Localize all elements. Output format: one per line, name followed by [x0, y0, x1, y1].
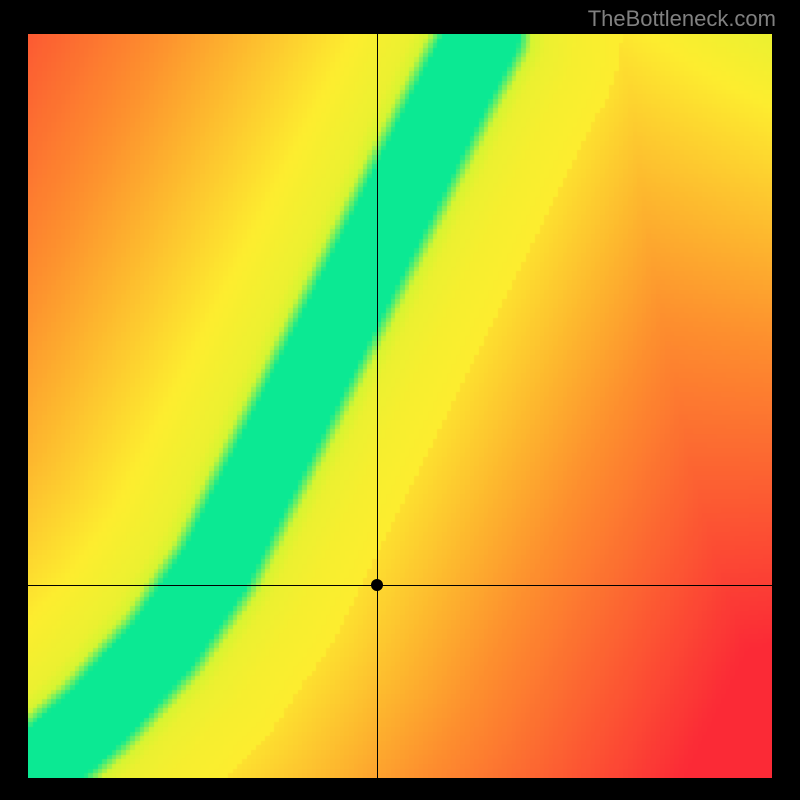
heatmap-canvas: [28, 34, 772, 778]
watermark-text: TheBottleneck.com: [588, 6, 776, 32]
crosshair-vertical: [377, 34, 378, 778]
crosshair-horizontal: [28, 585, 772, 586]
heatmap-plot: [28, 34, 772, 778]
crosshair-marker: [371, 579, 383, 591]
